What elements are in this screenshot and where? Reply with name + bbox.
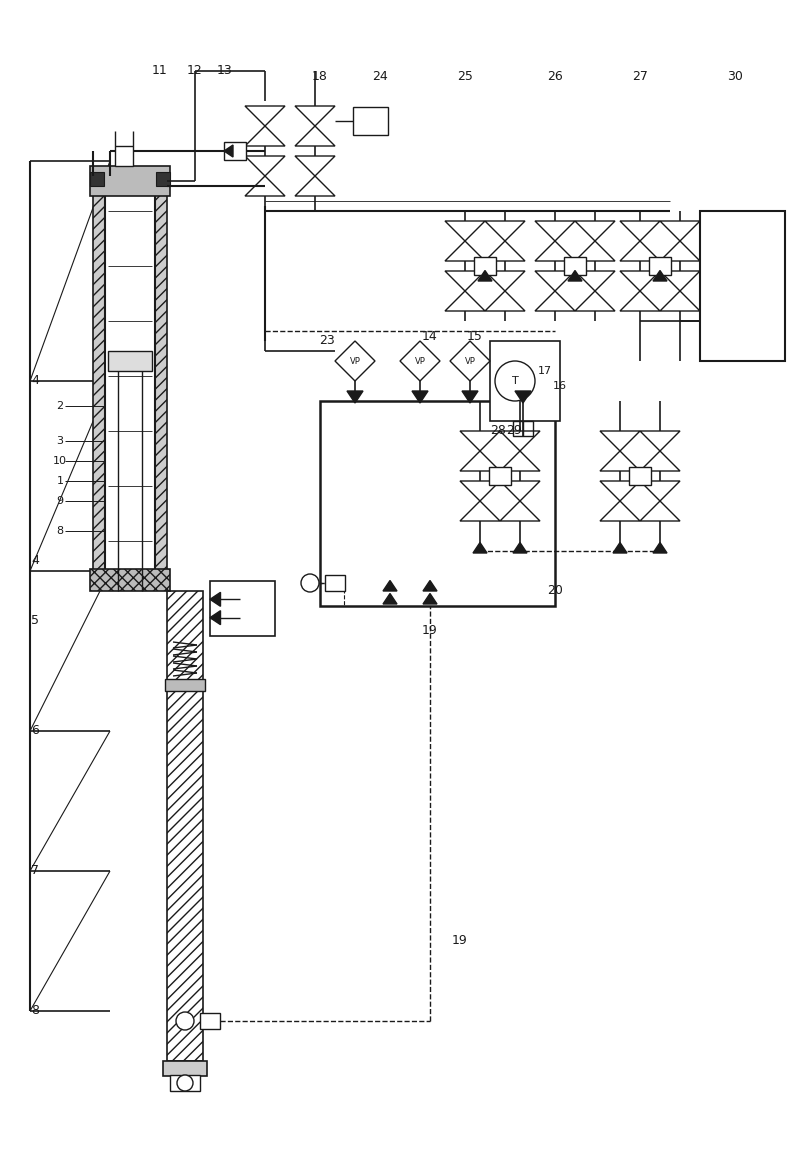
Bar (167, 591, 203, 1061)
Text: 26: 26 (547, 70, 563, 82)
Polygon shape (613, 542, 627, 553)
Polygon shape (478, 271, 492, 281)
Circle shape (495, 361, 535, 401)
Bar (90, 172, 104, 186)
Bar (90, 166, 170, 196)
Text: VP: VP (414, 356, 426, 366)
Polygon shape (400, 341, 440, 381)
Polygon shape (450, 341, 490, 381)
Text: 15: 15 (467, 330, 483, 342)
Text: 20: 20 (547, 584, 563, 598)
Text: 6: 6 (31, 724, 39, 737)
Polygon shape (224, 145, 233, 157)
Bar (320, 401, 555, 606)
Text: 10: 10 (53, 456, 67, 466)
Text: 7: 7 (31, 865, 39, 878)
Polygon shape (412, 391, 428, 403)
Text: 25: 25 (457, 70, 473, 82)
Text: 14: 14 (422, 330, 438, 342)
Bar (115, 146, 133, 166)
Text: 17: 17 (538, 366, 552, 376)
Polygon shape (347, 391, 363, 403)
Circle shape (177, 1075, 193, 1091)
Bar (105, 192, 155, 571)
Text: 8: 8 (57, 526, 63, 536)
Bar (474, 257, 496, 275)
Bar (629, 467, 651, 485)
Bar (165, 679, 205, 691)
Bar (224, 142, 246, 160)
Text: 29: 29 (506, 425, 522, 438)
Polygon shape (653, 542, 667, 553)
Text: 2: 2 (57, 401, 63, 411)
Bar (200, 1014, 220, 1029)
Text: 13: 13 (217, 65, 233, 78)
Bar (90, 569, 170, 591)
Bar (93, 192, 105, 571)
Polygon shape (383, 580, 397, 591)
Bar (649, 257, 671, 275)
Bar (353, 107, 387, 135)
Text: 19: 19 (452, 935, 468, 947)
Bar (513, 421, 533, 437)
Text: 8: 8 (31, 1004, 39, 1017)
Bar (489, 467, 511, 485)
Text: 1: 1 (57, 476, 63, 486)
Bar (700, 211, 785, 361)
Text: VP: VP (465, 356, 475, 366)
Polygon shape (423, 580, 437, 591)
Polygon shape (568, 271, 582, 281)
Polygon shape (515, 391, 531, 403)
Text: 30: 30 (727, 70, 743, 82)
Text: 11: 11 (152, 65, 168, 78)
Polygon shape (335, 341, 375, 381)
Bar (156, 172, 170, 186)
Bar (108, 351, 152, 372)
Text: 9: 9 (57, 496, 63, 506)
Polygon shape (473, 542, 487, 553)
Bar (170, 1075, 200, 1091)
Polygon shape (423, 593, 437, 604)
Text: 3: 3 (57, 437, 63, 446)
Text: 28: 28 (490, 425, 506, 438)
Circle shape (176, 1012, 194, 1030)
Text: 12: 12 (187, 65, 203, 78)
Bar (210, 580, 275, 636)
Bar (490, 341, 560, 421)
Bar (564, 257, 586, 275)
Bar (325, 575, 345, 591)
Polygon shape (210, 611, 221, 625)
Text: 18: 18 (312, 70, 328, 82)
Text: VP: VP (350, 356, 361, 366)
Polygon shape (513, 542, 527, 553)
Text: 23: 23 (319, 334, 335, 347)
Text: 16: 16 (553, 381, 567, 391)
Polygon shape (210, 592, 221, 606)
Bar (155, 192, 167, 571)
Text: 4: 4 (31, 555, 39, 568)
Bar (163, 1061, 207, 1076)
Text: 19: 19 (422, 625, 438, 637)
Text: 4: 4 (31, 375, 39, 388)
Text: T: T (512, 376, 518, 385)
Polygon shape (653, 271, 667, 281)
Circle shape (301, 574, 319, 592)
Polygon shape (462, 391, 478, 403)
Polygon shape (383, 593, 397, 604)
Text: 27: 27 (632, 70, 648, 82)
Text: 24: 24 (372, 70, 388, 82)
Text: 5: 5 (31, 614, 39, 627)
